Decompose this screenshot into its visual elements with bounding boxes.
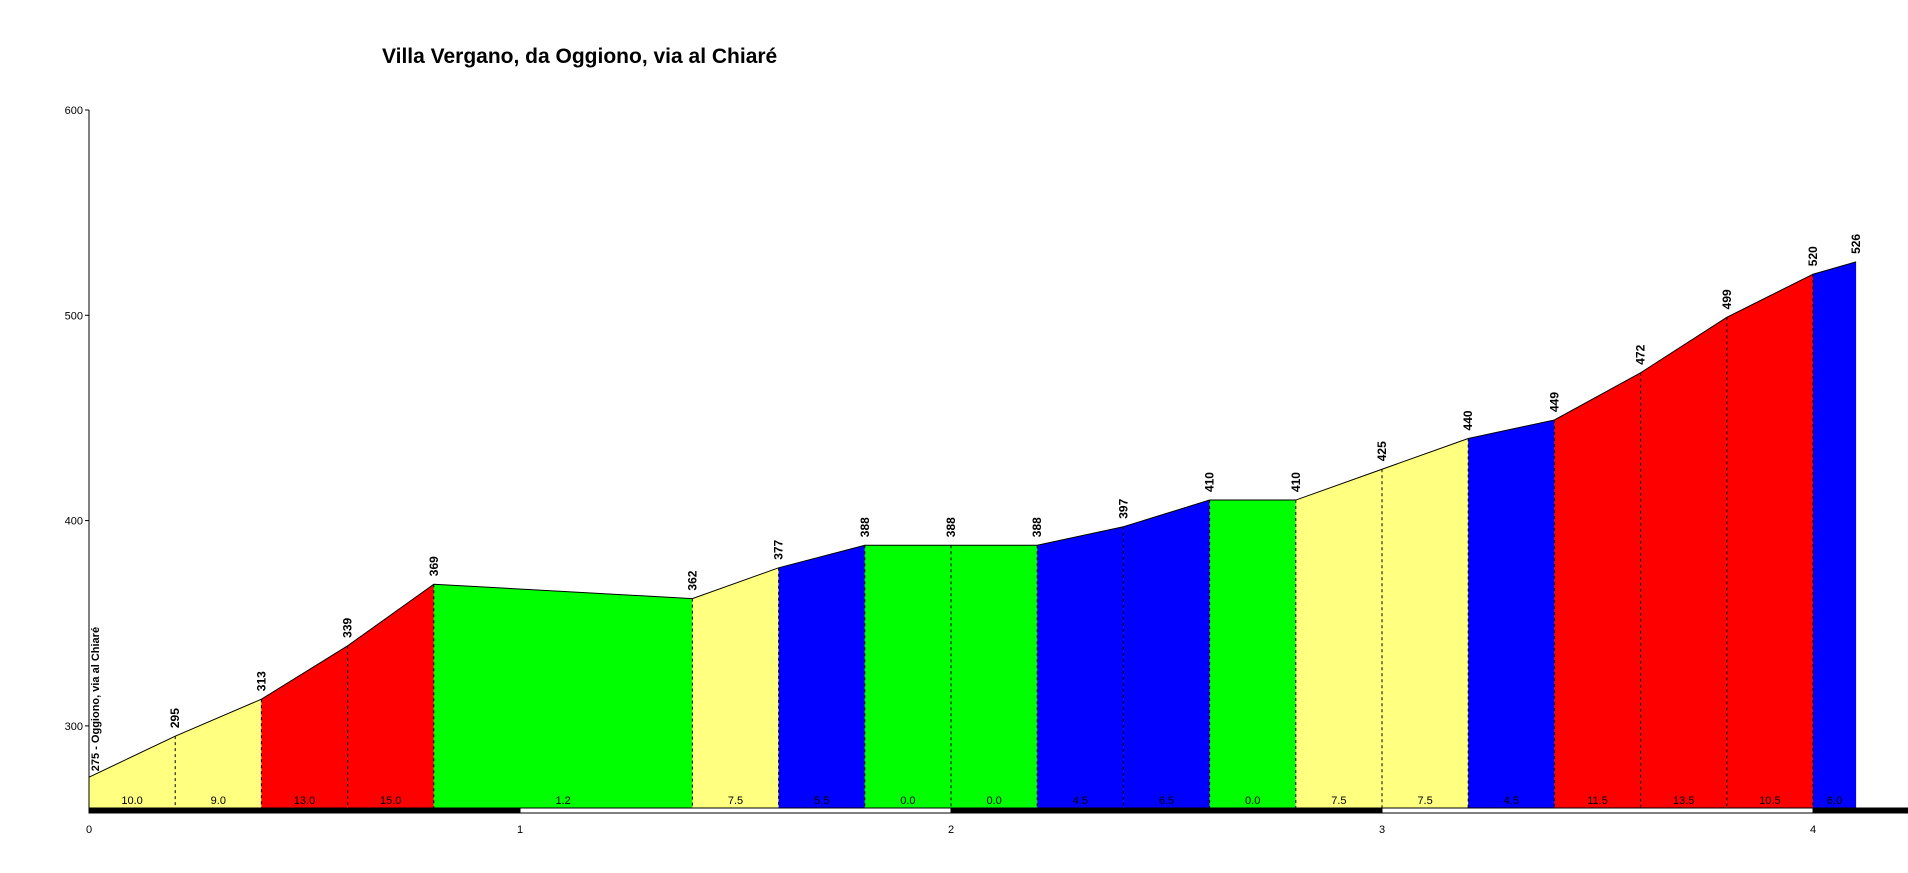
x-axis-bar <box>1812 807 1908 814</box>
gradient-label: 0.0 <box>986 795 1001 807</box>
elevation-label: 410 <box>1203 472 1217 492</box>
x-tick-label: 1 <box>517 824 523 836</box>
x-axis-bar <box>1381 807 1814 814</box>
elevation-label: 313 <box>254 671 268 691</box>
gradient-label: 13.5 <box>1673 795 1694 807</box>
start-label: 275 - Oggiono, via al Chiaré <box>90 627 102 771</box>
gradient-labels: 10.0 9.0 13.0 15.0 1.2 7.5 5.5 0.0 0.0 4.5 6.5 0.0 7… <box>121 795 1842 807</box>
x-tick-label: 3 <box>1379 824 1385 836</box>
elevation-label: 295 <box>168 708 182 728</box>
segment-area <box>864 545 951 808</box>
gradient-label: 7.5 <box>728 795 743 807</box>
segment-area <box>433 584 693 808</box>
profile-line <box>88 261 1857 778</box>
y-tick-label: 400 <box>65 516 83 528</box>
elevation-label: 472 <box>1634 344 1648 364</box>
elevation-label: 388 <box>858 517 872 537</box>
elevation-label: 449 <box>1547 392 1561 412</box>
segment-area <box>261 645 348 808</box>
segment-area <box>692 567 779 808</box>
elevation-label: 362 <box>685 570 699 590</box>
gradient-label: 6.5 <box>1159 795 1174 807</box>
gradient-label: 13.0 <box>294 795 315 807</box>
elevation-label: 369 <box>427 556 441 576</box>
segment-area <box>1209 500 1296 808</box>
x-axis-bar <box>950 807 1383 814</box>
segment-area <box>1640 317 1727 808</box>
gradient-label: 5.5 <box>814 795 829 807</box>
segment-area <box>1037 526 1124 808</box>
elevation-label: 410 <box>1289 472 1303 492</box>
gradient-label: 6.0 <box>1827 795 1842 807</box>
gradient-label: 10.5 <box>1759 795 1780 807</box>
segment-area <box>1468 419 1555 808</box>
elevation-label: 440 <box>1461 410 1475 430</box>
segment-area <box>951 545 1038 808</box>
axes: 300 400 500 600 0 1 2 3 4 <box>65 105 1908 836</box>
elevation-label: 339 <box>341 617 355 637</box>
gradient-label: 15.0 <box>380 795 401 807</box>
gradient-label: 4.5 <box>1073 795 1088 807</box>
elevation-labels: 295 313 339 369 362 377 388 388 388 397 410 410 425 4… <box>168 234 1863 729</box>
gradient-label: 9.0 <box>211 795 226 807</box>
gradient-label: 11.5 <box>1587 795 1608 807</box>
elevation-label: 526 <box>1849 234 1863 254</box>
segment-area <box>347 584 434 808</box>
x-tick-label: 2 <box>948 824 954 836</box>
elevation-label: 397 <box>1116 498 1130 518</box>
elevation-label: 499 <box>1720 289 1734 309</box>
y-tick-label: 300 <box>65 721 83 733</box>
x-tick-label: 0 <box>86 824 92 836</box>
gradient-label: 0.0 <box>1245 795 1260 807</box>
elevation-label: 377 <box>772 539 786 559</box>
elevation-label: 388 <box>1030 517 1044 537</box>
gradient-label: 10.0 <box>121 795 142 807</box>
gradient-label: 4.5 <box>1504 795 1519 807</box>
segment-area <box>175 699 262 808</box>
segment-area <box>1295 469 1382 808</box>
gradient-label: 1.2 <box>555 795 570 807</box>
gradient-label: 7.5 <box>1417 795 1432 807</box>
segment-dividers <box>174 274 1814 808</box>
elevation-label: 388 <box>944 517 958 537</box>
segment-area <box>1123 500 1210 808</box>
x-axis-bar <box>519 807 952 814</box>
gradient-label: 7.5 <box>1331 795 1346 807</box>
segment-area <box>1554 372 1641 808</box>
y-tick-label: 600 <box>65 105 83 117</box>
segment-area <box>1726 274 1813 808</box>
chart-title: Villa Vergano, da Oggiono, via al Chiaré <box>382 45 777 68</box>
elevation-label: 425 <box>1375 441 1389 461</box>
profile-areas <box>88 261 1857 809</box>
segment-area <box>89 736 176 808</box>
x-axis-bar <box>88 807 521 814</box>
y-tick-label: 500 <box>65 310 83 322</box>
segment-area <box>1813 261 1857 809</box>
elevation-label: 520 <box>1806 246 1820 266</box>
segment-area <box>1382 438 1469 808</box>
segment-area <box>778 545 865 808</box>
x-tick-label: 4 <box>1810 824 1816 836</box>
gradient-label: 0.0 <box>900 795 915 807</box>
